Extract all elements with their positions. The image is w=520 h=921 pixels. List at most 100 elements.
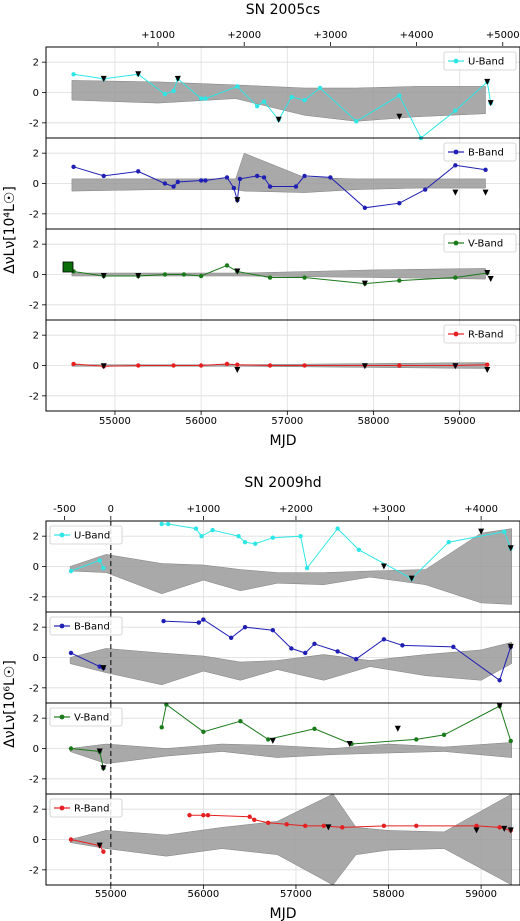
data-point — [136, 363, 141, 368]
data-point — [414, 737, 419, 742]
data-point — [267, 363, 273, 368]
data-point — [453, 108, 458, 113]
legend-marker — [59, 532, 65, 538]
data-point — [68, 746, 74, 751]
x-tick-label: 55000 — [99, 416, 131, 427]
x-tick-label: 59000 — [444, 416, 476, 427]
data-point — [265, 820, 271, 826]
upper-limit-marker — [478, 528, 485, 535]
panel-r-band: 2 0 -2 R-Band — [29, 793, 520, 886]
data-point — [293, 184, 299, 189]
uncertainty-band — [71, 152, 486, 193]
data-point — [381, 823, 387, 829]
uncertainty-band — [69, 641, 512, 686]
x-tick-label: 59000 — [465, 889, 497, 900]
data-point — [356, 547, 362, 553]
upper-limit-marker — [501, 825, 508, 832]
data-point — [238, 719, 243, 724]
uncertainty-band — [69, 793, 512, 886]
top-tick-label: +4000 — [400, 30, 434, 41]
data-point — [502, 529, 507, 534]
data-point — [162, 181, 168, 186]
data-point — [224, 263, 230, 268]
data-point — [171, 88, 176, 94]
data-point — [397, 93, 402, 98]
data-point — [198, 273, 204, 279]
data-point — [198, 363, 204, 368]
top-tick-label: +2000 — [279, 504, 313, 515]
y-tick-label: -2 — [29, 391, 39, 402]
upper-limit-marker — [100, 665, 107, 672]
data-point — [400, 643, 405, 648]
top-tick-label: -500 — [53, 504, 76, 515]
legend-label: B-Band — [74, 622, 110, 633]
data-point — [205, 813, 211, 818]
upper-limit-marker — [452, 189, 459, 196]
data-point — [68, 837, 74, 842]
y-tick-label: 2 — [33, 331, 39, 342]
chart-title: SN 2009hd — [244, 475, 321, 491]
data-point — [335, 526, 340, 531]
y-tick-label: -2 — [29, 592, 39, 603]
data-point — [199, 533, 204, 539]
legend-label: B-Band — [468, 148, 504, 159]
data-point — [302, 97, 307, 103]
upper-limit-marker — [507, 643, 514, 650]
data-point — [159, 521, 164, 527]
panel-frame — [45, 793, 520, 886]
legend-label: R-Band — [74, 804, 109, 815]
chart-sn-2005cs: 2 0 -2 U-Band 2 0 -2 B-Band 2 0 -2 V-Band 2 0 -2 R-Band… — [29, 30, 520, 427]
data-point — [235, 84, 240, 89]
data-point — [136, 169, 141, 174]
data-point — [267, 184, 273, 189]
data-point — [193, 526, 199, 531]
x-axis-label: MJD — [270, 433, 297, 449]
data-point — [101, 565, 106, 571]
data-point — [101, 173, 106, 179]
data-point — [321, 823, 326, 829]
data-point — [423, 187, 428, 192]
legend-marker — [59, 714, 65, 720]
data-point — [284, 822, 289, 827]
legend-box — [49, 525, 123, 545]
data-point — [224, 361, 230, 367]
x-tick-label: 56000 — [185, 416, 217, 427]
data-point — [270, 628, 276, 633]
data-point — [302, 173, 307, 179]
data-point — [381, 637, 387, 642]
y-tick-label: 0 — [33, 562, 39, 573]
data-point — [312, 726, 317, 731]
upper-limit-marker — [452, 363, 459, 370]
data-point — [71, 361, 76, 367]
chart-title: SN 2005cs — [246, 2, 320, 18]
y-axis-label: ΔνLν[10⁶L☉] — [2, 660, 18, 748]
upper-limit-marker — [96, 842, 103, 849]
panel-frame — [45, 319, 520, 412]
data-point — [253, 541, 258, 546]
x-axis-label: MJD — [270, 906, 297, 921]
panel-r-band: 2 0 -2 R-Band — [29, 319, 520, 412]
upper-limit-marker — [484, 367, 491, 374]
data-point — [198, 178, 204, 183]
data-point — [201, 813, 206, 818]
data-point — [242, 624, 248, 630]
y-tick-label: -2 — [29, 683, 39, 694]
upper-limit-marker — [234, 268, 241, 275]
y-tick-label: -2 — [29, 774, 39, 785]
data-point — [228, 635, 234, 640]
top-tick-label: +3000 — [372, 504, 406, 515]
legend-marker — [59, 623, 65, 629]
legend-box — [49, 798, 123, 818]
legend-box — [49, 707, 123, 727]
top-tick-label: 0 — [108, 504, 114, 515]
data-point — [497, 678, 502, 683]
data-point — [247, 814, 252, 819]
data-point — [224, 175, 230, 180]
chart-sn-2009hd: 2 0 -2 U-Band 2 0 -2 B-Band 2 0 -2 V-Band 2 0 -2 R-Band… — [29, 504, 520, 900]
upper-limit-marker — [275, 116, 282, 123]
data-point — [289, 646, 294, 651]
data-point — [162, 272, 168, 277]
data-point — [254, 103, 260, 109]
data-point — [203, 178, 208, 183]
y-tick-label: -2 — [29, 209, 39, 220]
